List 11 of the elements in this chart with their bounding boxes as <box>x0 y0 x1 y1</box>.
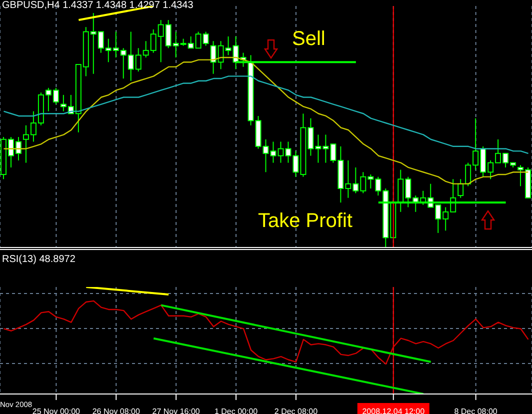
x-tick-label: 2008.12.04 12:00 <box>362 407 426 414</box>
x-tick-label: 27 Nov 16:00 <box>152 407 200 414</box>
chart-title: GBPUSD,H4 1.4337 1.4348 1.4297 1.4343 <box>2 0 194 11</box>
chart-title: RSI(13) 48.8972 <box>2 254 76 265</box>
x-tick-label: 8 Dec 08:00 <box>454 407 498 414</box>
x-tick-label: 2 Dec 08:00 <box>274 407 318 414</box>
x-tick-label: 25 Nov 00:00 <box>32 407 81 414</box>
x-tick-label: 26 Nov 08:00 <box>92 407 140 414</box>
annotation: Take Profit <box>258 210 352 233</box>
x-tick-label: 1 Dec 00:00 <box>214 407 258 414</box>
annotation: Sell <box>292 28 326 51</box>
